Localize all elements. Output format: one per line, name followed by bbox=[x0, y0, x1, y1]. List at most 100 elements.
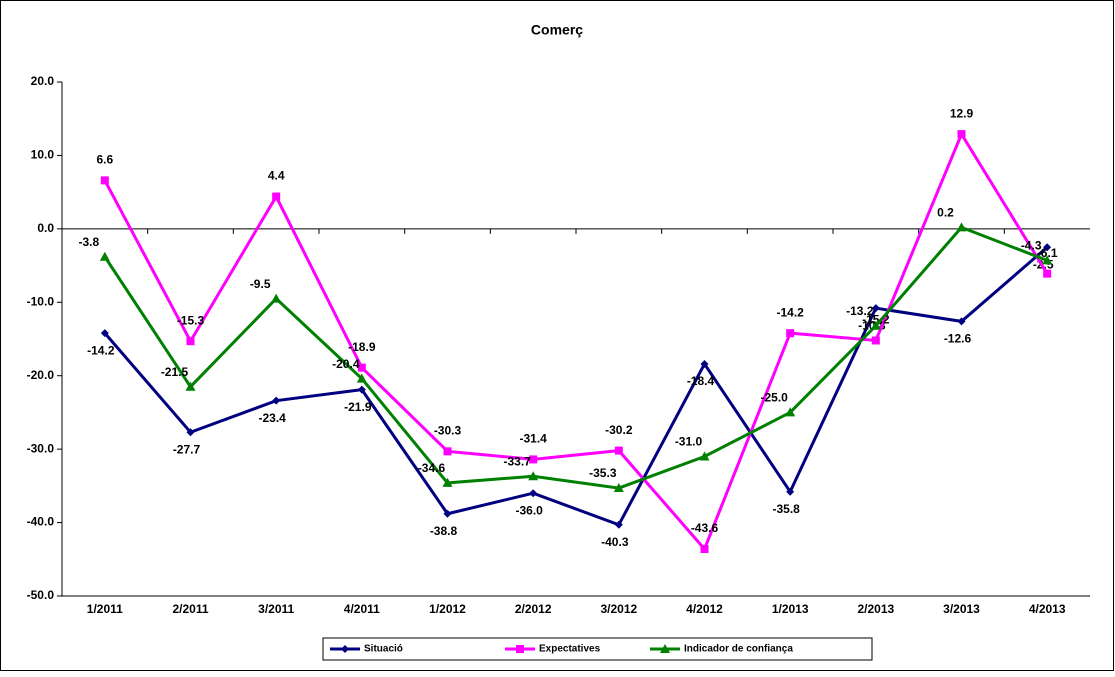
data-label: -13.2 bbox=[846, 304, 874, 318]
marker bbox=[785, 407, 796, 417]
marker bbox=[357, 385, 366, 394]
data-label: -30.2 bbox=[605, 423, 633, 437]
marker bbox=[443, 509, 452, 518]
data-label: -35.3 bbox=[589, 466, 617, 480]
chart-title: Comerç bbox=[531, 22, 583, 38]
x-tick-label: 3/2013 bbox=[943, 602, 980, 616]
x-tick-label: 2/2011 bbox=[172, 602, 208, 616]
legend-label: Indicador de confiança bbox=[684, 644, 793, 655]
data-label: -27.7 bbox=[173, 442, 201, 456]
x-tick-label: 1/2012 bbox=[429, 602, 466, 616]
data-label: -18.9 bbox=[348, 340, 376, 354]
legend-label: Situació bbox=[364, 644, 403, 655]
marker bbox=[272, 192, 281, 201]
marker bbox=[341, 645, 349, 653]
data-label: -18.4 bbox=[687, 374, 715, 388]
data-label: 4.4 bbox=[268, 169, 285, 183]
data-label: -23.4 bbox=[258, 411, 286, 425]
marker bbox=[528, 471, 539, 481]
marker bbox=[272, 396, 281, 405]
data-label: -14.2 bbox=[87, 343, 115, 357]
data-label: -15.3 bbox=[177, 313, 205, 327]
data-label: -30.3 bbox=[434, 424, 462, 438]
data-label: -12.6 bbox=[944, 332, 972, 346]
data-label: -33.7 bbox=[503, 454, 531, 468]
data-label: -36.0 bbox=[515, 503, 543, 517]
x-tick-label: 4/2013 bbox=[1029, 602, 1066, 616]
y-tick-label: 20.0 bbox=[31, 74, 55, 88]
marker bbox=[614, 520, 623, 529]
marker bbox=[786, 329, 795, 338]
data-label: -35.8 bbox=[772, 502, 800, 516]
data-label: -25.0 bbox=[760, 391, 788, 405]
data-label: 12.9 bbox=[950, 106, 974, 120]
marker bbox=[613, 483, 624, 493]
marker bbox=[529, 489, 538, 498]
marker bbox=[185, 381, 196, 391]
marker bbox=[700, 359, 709, 368]
marker bbox=[871, 304, 880, 313]
data-label: -38.8 bbox=[430, 524, 458, 538]
y-tick-label: 0.0 bbox=[37, 221, 54, 235]
data-label: -31.0 bbox=[675, 435, 703, 449]
y-tick-label: -10.0 bbox=[27, 294, 55, 308]
legend-label: Expectatives bbox=[539, 644, 601, 655]
data-label: -34.6 bbox=[418, 461, 446, 475]
data-label: -43.6 bbox=[691, 521, 719, 535]
marker bbox=[660, 644, 670, 653]
data-label: -4.3 bbox=[1021, 239, 1042, 253]
marker bbox=[529, 455, 538, 464]
data-label: -20.4 bbox=[332, 357, 360, 371]
marker bbox=[1043, 243, 1052, 252]
y-tick-label: -30.0 bbox=[27, 441, 55, 455]
marker bbox=[1042, 255, 1053, 265]
marker bbox=[516, 645, 524, 653]
x-tick-label: 4/2012 bbox=[686, 602, 723, 616]
x-tick-label: 4/2011 bbox=[344, 602, 380, 616]
x-tick-label: 3/2011 bbox=[258, 602, 294, 616]
marker bbox=[700, 545, 709, 554]
data-label: -31.4 bbox=[519, 432, 547, 446]
marker bbox=[100, 329, 109, 338]
marker bbox=[957, 130, 966, 139]
y-tick-label: 10.0 bbox=[31, 148, 55, 162]
x-tick-label: 1/2013 bbox=[772, 602, 809, 616]
series-line bbox=[103, 225, 1048, 490]
marker bbox=[443, 447, 452, 456]
marker bbox=[356, 373, 367, 383]
marker bbox=[99, 251, 110, 261]
series-line bbox=[103, 130, 1049, 552]
x-tick-label: 2/2012 bbox=[515, 602, 552, 616]
data-label: -3.8 bbox=[78, 235, 99, 249]
x-tick-label: 2/2013 bbox=[857, 602, 894, 616]
marker bbox=[100, 176, 109, 185]
data-label: -40.3 bbox=[601, 535, 629, 549]
data-label: 0.2 bbox=[937, 206, 954, 220]
x-tick-label: 3/2012 bbox=[600, 602, 637, 616]
y-tick-label: -20.0 bbox=[27, 368, 55, 382]
data-label: -21.9 bbox=[344, 400, 372, 414]
data-label: -9.5 bbox=[250, 277, 271, 291]
marker bbox=[186, 337, 195, 346]
data-label: -21.5 bbox=[161, 365, 189, 379]
marker bbox=[870, 320, 881, 330]
marker bbox=[614, 446, 623, 455]
marker bbox=[699, 451, 710, 461]
marker bbox=[357, 363, 366, 372]
marker bbox=[956, 222, 967, 232]
legend-box bbox=[322, 637, 873, 661]
y-tick-label: -40.0 bbox=[27, 515, 55, 529]
marker bbox=[957, 317, 966, 326]
x-tick-label: 1/2011 bbox=[87, 602, 123, 616]
marker bbox=[271, 293, 282, 303]
marker bbox=[1043, 269, 1052, 278]
marker bbox=[871, 336, 880, 345]
marker bbox=[786, 487, 795, 496]
data-label: -6.1 bbox=[1037, 246, 1058, 260]
y-tick-label: -50.0 bbox=[27, 588, 55, 602]
data-label: -14.2 bbox=[776, 305, 804, 319]
marker bbox=[186, 428, 195, 437]
marker bbox=[442, 477, 453, 487]
data-label: 6.6 bbox=[96, 153, 113, 167]
